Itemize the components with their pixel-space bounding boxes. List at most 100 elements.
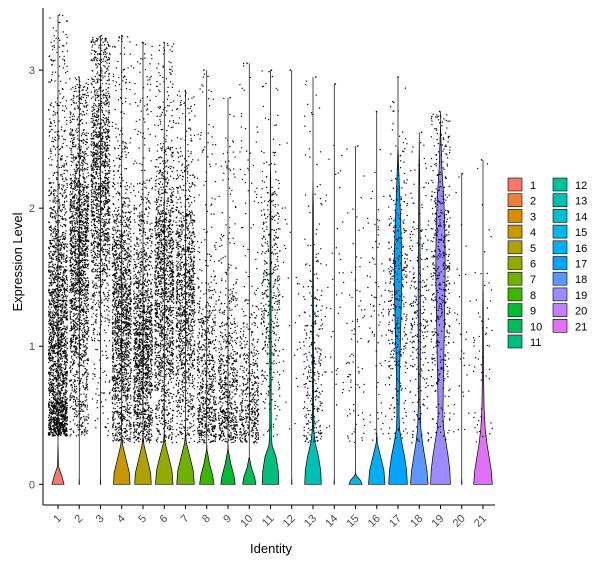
violin-point bbox=[71, 145, 73, 147]
violin-point bbox=[94, 227, 97, 229]
violin-point bbox=[69, 264, 72, 266]
violin-point bbox=[55, 37, 57, 39]
violin-point bbox=[85, 291, 87, 293]
violin-point bbox=[52, 326, 54, 328]
violin-point bbox=[62, 407, 64, 409]
violin-point bbox=[75, 264, 77, 266]
violin-point bbox=[72, 308, 74, 311]
violin-point bbox=[81, 215, 83, 217]
violin-point bbox=[69, 428, 71, 431]
violin-point bbox=[96, 199, 98, 201]
violin-point bbox=[78, 156, 80, 158]
violin-point bbox=[60, 410, 63, 412]
violin-point bbox=[101, 208, 103, 210]
violin-point bbox=[54, 388, 56, 390]
violin-point bbox=[63, 281, 66, 283]
violin-point bbox=[54, 232, 56, 234]
violin-point bbox=[56, 428, 58, 430]
violin-point bbox=[56, 51, 58, 54]
violin-point bbox=[76, 205, 79, 208]
violin-point bbox=[60, 210, 62, 212]
violin-point bbox=[57, 360, 60, 362]
violin-point bbox=[108, 83, 110, 85]
violin-point bbox=[61, 338, 63, 340]
violin-point bbox=[94, 75, 96, 78]
violin-point bbox=[99, 327, 101, 329]
violin-point bbox=[83, 355, 86, 357]
violin-point bbox=[63, 59, 65, 61]
violin-point bbox=[62, 429, 64, 431]
violin-point bbox=[79, 400, 81, 402]
violin-point bbox=[50, 312, 52, 314]
violin-point bbox=[60, 284, 62, 286]
violin-point bbox=[85, 199, 87, 201]
violin-point bbox=[61, 245, 63, 247]
violin-point bbox=[73, 197, 75, 199]
violin-point bbox=[55, 276, 57, 278]
violin-point bbox=[81, 133, 83, 135]
violin-point bbox=[55, 247, 57, 249]
violin-point bbox=[85, 354, 87, 356]
violin-point bbox=[97, 96, 100, 98]
violin-point bbox=[53, 425, 55, 427]
violin-point bbox=[53, 430, 56, 433]
violin-point bbox=[71, 253, 73, 255]
violin-point bbox=[86, 187, 88, 189]
violin-point bbox=[98, 220, 100, 222]
violin-point bbox=[48, 405, 50, 407]
violin-point bbox=[106, 102, 108, 104]
violin-point bbox=[75, 248, 77, 250]
violin-point bbox=[70, 344, 72, 346]
violin-point bbox=[98, 188, 101, 190]
violin-point bbox=[77, 272, 80, 274]
violin-point bbox=[85, 387, 87, 389]
violin-point bbox=[52, 368, 54, 371]
violin-point bbox=[95, 274, 97, 276]
violin-point bbox=[86, 299, 89, 301]
violin-point bbox=[93, 196, 95, 198]
violin-point bbox=[61, 418, 63, 421]
violin-point bbox=[54, 211, 57, 213]
violin-point bbox=[48, 353, 50, 355]
violin-point bbox=[53, 120, 55, 122]
violin-point bbox=[80, 405, 82, 408]
violin-point bbox=[65, 417, 67, 419]
violin-point bbox=[49, 348, 51, 350]
violin-point bbox=[82, 186, 84, 189]
violin-point bbox=[76, 273, 78, 275]
violin-point bbox=[53, 361, 56, 363]
violin-point bbox=[86, 213, 88, 216]
violin-point bbox=[50, 310, 52, 313]
violin-point bbox=[72, 266, 75, 268]
violin-point bbox=[63, 360, 66, 362]
violin-point bbox=[96, 333, 98, 336]
violin-point bbox=[96, 388, 98, 390]
violin-point bbox=[64, 417, 66, 419]
violin-point bbox=[70, 187, 73, 189]
violin-point bbox=[70, 380, 72, 382]
violin-point bbox=[100, 231, 102, 234]
violin-point bbox=[86, 286, 88, 288]
violin-point bbox=[56, 325, 58, 327]
violin-point bbox=[65, 350, 67, 352]
violin-point bbox=[53, 330, 55, 332]
violin-point bbox=[62, 367, 64, 369]
violin-point bbox=[81, 209, 84, 211]
violin-point bbox=[61, 310, 63, 312]
violin-point bbox=[65, 219, 67, 221]
violin-point bbox=[55, 433, 58, 435]
violin-point bbox=[72, 207, 74, 209]
violin-point bbox=[82, 86, 85, 88]
violin-point bbox=[101, 280, 103, 282]
violin-point bbox=[51, 216, 53, 219]
violin-point bbox=[53, 387, 55, 389]
violin-point bbox=[56, 276, 58, 278]
violin-point bbox=[56, 200, 58, 202]
violin-point bbox=[80, 266, 82, 268]
violin-point bbox=[50, 430, 52, 433]
violin-point bbox=[62, 279, 64, 281]
violin-point bbox=[101, 270, 103, 273]
violin-point bbox=[82, 385, 84, 387]
violin-point bbox=[56, 423, 58, 425]
violin-point bbox=[87, 193, 90, 195]
